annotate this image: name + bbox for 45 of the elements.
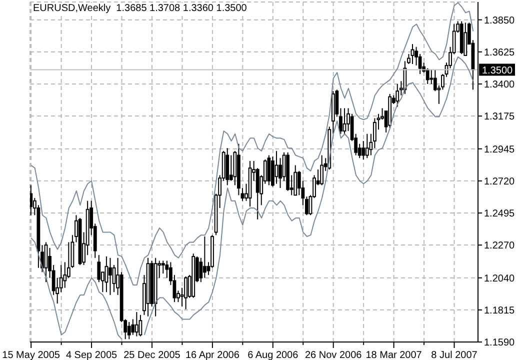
x-tick-label: 18 Mar 2007: [366, 350, 422, 360]
y-tick-label: 1.2495: [484, 208, 516, 220]
x-tick-label: 8 Jul 2007: [431, 350, 478, 360]
y-tick-label: 1.3850: [484, 15, 516, 26]
x-tick-label: 4 Sep 2005: [66, 350, 118, 360]
candlestick: [30, 184, 33, 216]
candlestick: [294, 164, 298, 196]
x-tick-label: 15 May 2005: [2, 350, 60, 360]
line-series: [30, 2, 474, 286]
y-tick-label: 1.1815: [484, 305, 516, 316]
chart-title: EURUSD,Weekly 1.3685 1.3708 1.3360 1.3500: [33, 3, 247, 14]
y-tick-label: 1.2040: [484, 273, 516, 284]
candlestick: [202, 236, 206, 278]
candlestick: [44, 242, 48, 283]
candlestick: [108, 257, 112, 296]
candlestick: [138, 314, 142, 337]
candlestick: [131, 318, 135, 336]
y-tick-label: 1.2945: [484, 144, 516, 156]
candlestick: [362, 140, 366, 160]
ref-line-label: 1.3500: [482, 66, 514, 77]
candlestick: [410, 44, 414, 65]
y-tick-label: 1.3175: [484, 112, 516, 123]
candlestick: [127, 322, 131, 340]
candlestick: [365, 133, 369, 159]
candlestick: [403, 60, 407, 94]
candlestick: [161, 260, 165, 274]
candlestick: [229, 154, 233, 182]
candlestick: [320, 154, 324, 186]
candlestick: [134, 312, 138, 337]
candlestick: [274, 150, 278, 184]
y-tick-label: 1.2270: [484, 240, 516, 252]
candlestick: [97, 254, 101, 283]
candlestick: [267, 154, 271, 186]
candlestick: [396, 83, 400, 108]
y-tick-label: 1.2720: [484, 176, 516, 188]
candlestick: [342, 108, 346, 134]
y-tick-label: 1.3625: [484, 47, 516, 58]
candlestick: [464, 22, 468, 56]
y-tick-label: 1.3400: [484, 80, 516, 91]
x-tick-label: 16 Apr 2006: [185, 350, 240, 360]
y-tick-label: 1.1590: [484, 338, 516, 349]
x-tick-label: 26 Nov 2006: [304, 350, 362, 360]
x-tick-label: 25 Dec 2005: [124, 350, 181, 360]
x-tick-label: 6 Aug 2006: [248, 350, 299, 360]
candlestick: [184, 276, 188, 310]
